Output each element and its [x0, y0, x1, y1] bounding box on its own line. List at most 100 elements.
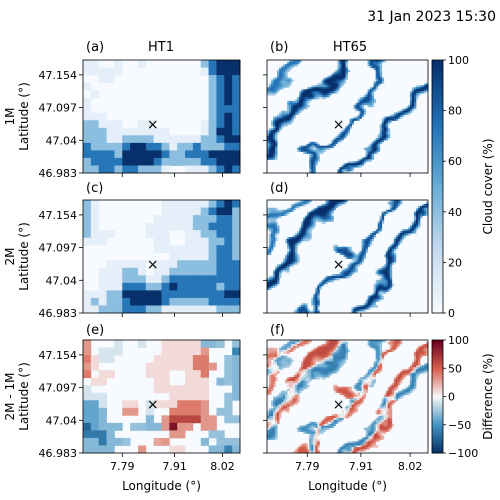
grid-cell [387, 423, 391, 427]
grid-cell [413, 355, 417, 358]
grid-cell [200, 252, 209, 261]
grid-cell [98, 237, 107, 246]
grid-cell [417, 211, 421, 215]
grid-cell [293, 112, 296, 115]
grid-cell [289, 120, 292, 123]
grid-cell [285, 260, 288, 263]
grid-cell [369, 373, 373, 376]
grid-cell [208, 415, 217, 424]
grid-cell [377, 367, 381, 370]
grid-cell [200, 157, 209, 166]
grid-cell [323, 87, 326, 90]
grid-cell [423, 369, 427, 372]
grid-cell [345, 451, 348, 454]
grid-cell [347, 275, 350, 279]
grid-cell [373, 371, 377, 374]
grid-cell [375, 371, 379, 374]
colorbar-segment [432, 384, 443, 386]
grid-cell [279, 114, 282, 117]
grid-cell [351, 400, 354, 403]
grid-cell [389, 264, 393, 267]
grid-cell [309, 437, 312, 440]
grid-cell [381, 272, 385, 275]
grid-cell [367, 343, 371, 347]
grid-cell [387, 266, 391, 269]
grid-cell [283, 116, 286, 119]
grid-cell [275, 425, 278, 429]
grid-cell [359, 309, 362, 312]
grid-cell [417, 361, 421, 364]
grid-cell [347, 272, 350, 275]
grid-cell [200, 120, 209, 129]
grid-cell [313, 373, 316, 376]
grid-cell [283, 258, 286, 261]
grid-cell [295, 246, 298, 250]
grid-cell [421, 365, 425, 368]
grid-cell [337, 75, 340, 78]
grid-cell [323, 373, 326, 376]
grid-cell [275, 349, 278, 353]
grid-cell [277, 225, 280, 228]
grid-cell [329, 203, 332, 207]
grid-cell [325, 83, 328, 86]
grid-cell [122, 127, 131, 136]
grid-cell [311, 377, 314, 380]
grid-cell [357, 380, 360, 384]
grid-cell [389, 270, 393, 273]
grid-cell [331, 73, 334, 76]
grid-cell [341, 65, 344, 69]
grid-cell [285, 114, 288, 117]
grid-cell [208, 340, 217, 348]
grid-cell [327, 425, 330, 429]
grid-cell [401, 390, 405, 394]
grid-cell [373, 378, 377, 382]
grid-cell [283, 124, 286, 127]
grid-cell [373, 443, 377, 446]
grid-cell [345, 270, 348, 273]
grid-cell [375, 357, 379, 360]
grid-cell [285, 380, 288, 384]
grid-cell [303, 203, 306, 207]
grid-cell [355, 264, 358, 267]
grid-cell [299, 445, 302, 448]
grid-cell [299, 240, 302, 244]
grid-cell [385, 122, 389, 125]
grid-cell [341, 201, 344, 205]
grid-cell [319, 375, 322, 378]
grid-cell [379, 423, 383, 427]
grid-cell [269, 347, 272, 351]
grid-cell [387, 390, 391, 394]
grid-cell [363, 256, 367, 259]
grid-cell [177, 142, 186, 151]
grid-cell [279, 398, 282, 401]
grid-cell [367, 371, 371, 374]
grid-cell [200, 437, 209, 446]
grid-cell [417, 347, 421, 351]
grid-cell [273, 240, 276, 244]
grid-cell [363, 309, 367, 312]
grid-cell [397, 377, 401, 380]
grid-cell [409, 229, 413, 232]
grid-cell [122, 305, 131, 314]
grid-cell [208, 297, 217, 306]
grid-cell [383, 272, 387, 275]
grid-cell [387, 277, 391, 281]
grid-cell [369, 297, 373, 300]
grid-cell [309, 443, 312, 446]
grid-cell [391, 200, 395, 203]
grid-cell [273, 274, 276, 277]
grid-cell [311, 97, 314, 100]
grid-cell [375, 347, 379, 351]
colorbar-segment [432, 353, 443, 356]
grid-cell [90, 392, 100, 401]
grid-cell [325, 417, 328, 421]
grid-cell [343, 75, 346, 78]
grid-cell [291, 400, 294, 403]
grid-cell [275, 225, 278, 228]
grid-cell [377, 431, 381, 434]
grid-cell [153, 165, 162, 174]
grid-cell [341, 275, 344, 279]
grid-cell [349, 392, 352, 395]
colorbar-segment [432, 427, 443, 429]
grid-cell [98, 347, 107, 356]
